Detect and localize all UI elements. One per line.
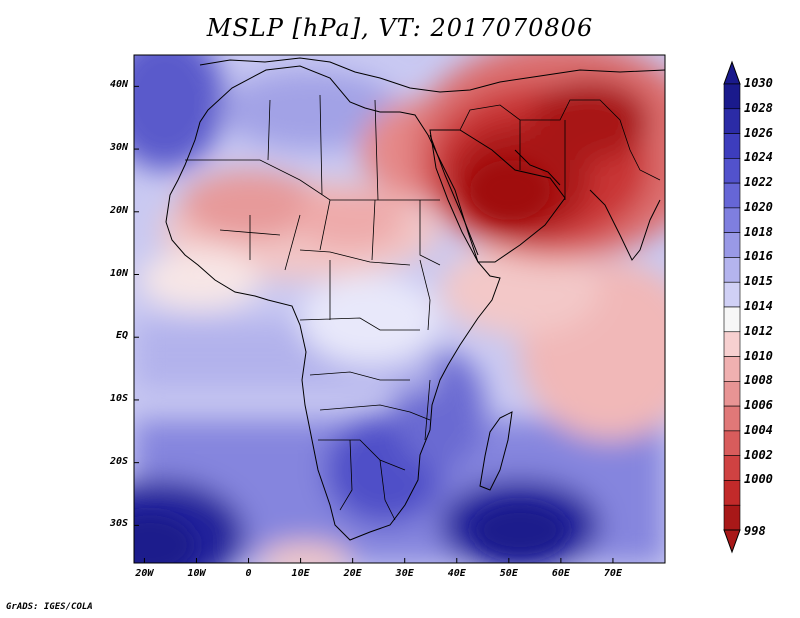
india-coast [589,189,661,261]
africa-coastline [165,65,501,541]
europe-coast [199,57,665,93]
persian-gulf [514,149,561,186]
colorbar-swatch [723,257,741,283]
field-mediterranean-high [220,70,400,150]
colorbar-label: 1018 [744,224,773,239]
colorbar-swatch [723,504,741,531]
lat-label: EQ [115,330,128,342]
colorbar-swatch [723,306,741,333]
country-borders-central [299,199,441,331]
field-west-africa-neutral [140,250,260,310]
colorbar-label: 1020 [744,199,773,214]
lon-label: 20E [343,568,362,579]
map-title: MSLP [hPa], VT: 2017070806 [206,14,594,42]
lat-label: 10N [109,267,128,279]
field-arabian-core-deep [470,160,550,220]
colorbar-swatch [723,356,741,382]
colorbar [723,60,741,554]
colorbar-swatch [723,281,741,308]
colorbar-swatch [723,331,741,357]
colorbar-swatch [723,158,741,184]
map-frame [133,54,666,564]
colorbar-label: 1026 [744,125,773,140]
lon-label: 50E [499,568,518,579]
colorbar-swatch [723,232,741,258]
field-mascarene-core [475,505,565,555]
colorbar-label: 1000 [744,472,773,487]
lon-label: 60E [551,568,570,579]
colorbar-swatch [723,182,741,209]
colorbar-swatch [723,381,741,407]
colorbar-label: 998 [744,524,766,538]
lon-label: 10W [187,568,206,579]
colorbar-label: 1012 [744,323,773,338]
lat-label: 30N [109,142,128,154]
madagascar [479,411,513,491]
colorbar-label: 1030 [744,76,773,90]
colorbar-swatch [723,405,741,432]
lat-label: 20S [109,455,128,467]
colorbar-swatch [723,133,741,159]
colorbar-top-arrow [723,60,741,85]
colorbar-swatch [723,207,741,233]
lat-label: 20N [109,204,128,216]
lon-label: 30E [395,568,414,579]
colorbar-label: 1022 [744,175,773,190]
red-sea-coast [429,134,479,256]
colorbar-swatch [723,430,741,456]
field-south-atlantic-core [134,515,195,563]
colorbar-label: 1015 [744,274,773,289]
colorbar-label: 1014 [744,299,773,313]
lon-label: 20W [135,568,154,579]
field-west-coast-trough [260,542,350,563]
field-sudan-low [295,190,405,250]
colorbar-bottom-arrow [723,529,741,554]
colorbar-label: 1008 [744,373,773,388]
lon-label: 70E [603,568,622,579]
colorbar-label: 1010 [744,348,773,363]
colorbar-swatch [723,83,741,110]
lat-label: 30S [109,518,128,530]
colorbar-label: 1004 [744,422,773,437]
lat-label: 10S [109,392,128,404]
colorbar-swatch [723,480,741,506]
colorbar-label: 1006 [744,398,773,413]
country-borders-asia [459,99,661,200]
arabian-peninsula [429,129,566,263]
country-borders-south [309,371,431,521]
field-persian-low-core [530,80,650,160]
lon-label: 10E [291,568,310,579]
field-north-atlantic-high [134,55,225,170]
colorbar-label: 1028 [744,100,773,115]
colorbar-label: 1016 [744,249,773,264]
lon-label: 0 [245,568,252,579]
lat-label: 40N [109,79,128,91]
country-borders-north [185,94,440,271]
field-saharan-heat-low [180,170,320,240]
colorbar-swatch [723,108,741,134]
grads-credit: GrADS: IGES/COLA [6,602,93,612]
colorbar-label: 1024 [744,150,773,165]
lon-label: 40E [447,568,466,579]
colorbar-label: 1002 [744,447,773,462]
field-central-africa-neutral [300,275,440,365]
colorbar-swatch [723,455,741,481]
field-horn-low [440,245,600,335]
